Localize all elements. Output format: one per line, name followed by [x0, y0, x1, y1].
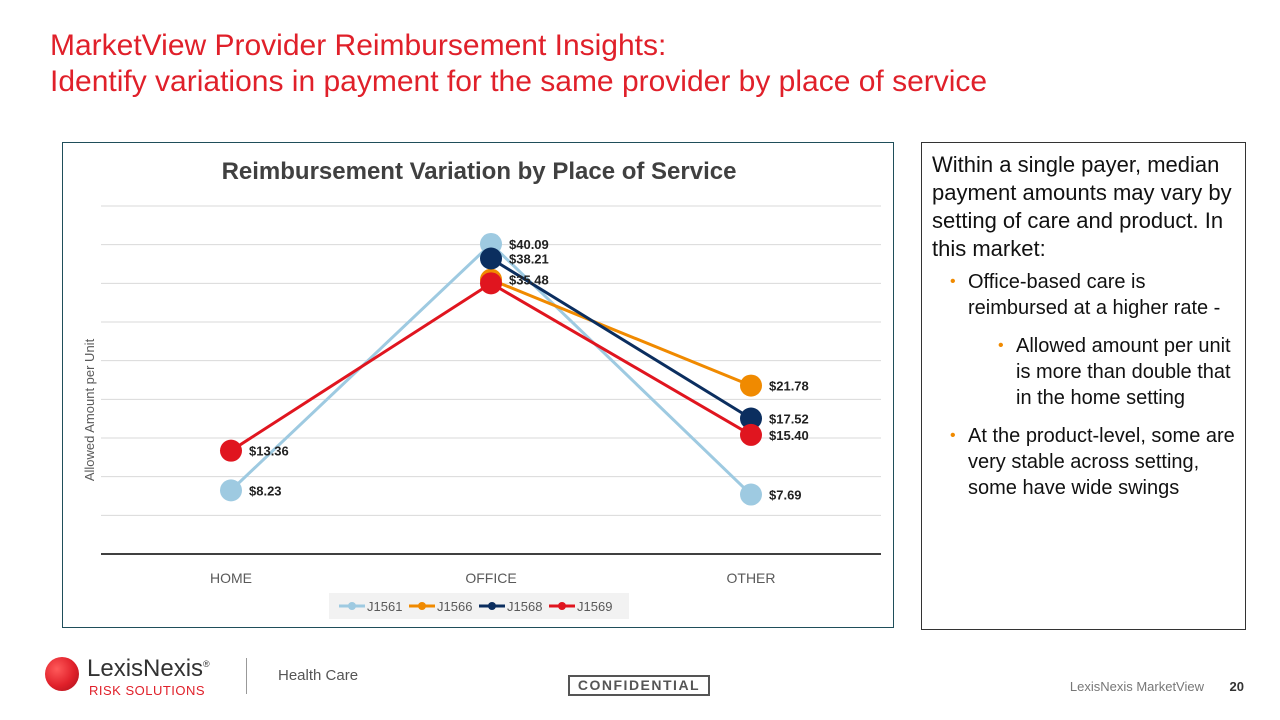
chart-panel: Reimbursement Variation by Place of Serv… [62, 142, 894, 628]
insight-subbullet-1: • Allowed amount per unit is more than d… [932, 333, 1235, 411]
data-label: $8.23 [249, 483, 282, 498]
data-label: $35.48 [509, 273, 549, 288]
data-label: $21.78 [769, 379, 809, 394]
slide-title-line-2: Identify variations in payment for the s… [50, 65, 988, 98]
data-point-j1569 [740, 423, 762, 446]
insights-intro: Within a single payer, median payment am… [932, 152, 1232, 261]
insight-text-3: At the product-level, some are very stab… [968, 425, 1235, 499]
data-point-j1568 [480, 247, 502, 270]
bullet-dot-icon: • [950, 273, 956, 290]
data-point-j1568 [740, 407, 762, 430]
data-label: $17.52 [769, 412, 809, 427]
insight-bullet-2: • At the product-level, some are very st… [932, 423, 1235, 501]
logo-wordmark: LexisNexis [87, 655, 204, 682]
insights-list: • Office-based care is reimbursed at a h… [932, 269, 1235, 501]
x-tick-label: OFFICE [465, 570, 516, 586]
logo-subtitle: RISK SOLUTIONS [89, 683, 206, 698]
x-tick-label: HOME [210, 570, 252, 586]
chart-title: Reimbursement Variation by Place of Serv… [222, 158, 737, 185]
footer-divider [246, 658, 247, 694]
bullet-dot-icon: • [950, 427, 956, 444]
legend-entry: J1568 [507, 599, 542, 614]
insight-text-2: Allowed amount per unit is more than dou… [1016, 335, 1231, 409]
legend-swatch-marker [348, 602, 356, 610]
series-line-j1566 [490, 278, 752, 387]
legend-swatch-marker [558, 602, 566, 610]
data-point-j1566 [740, 374, 762, 397]
legend-swatch-marker [488, 602, 496, 610]
insights-panel: Within a single payer, median payment am… [921, 142, 1246, 630]
line-chart: Reimbursement Variation by Place of Serv… [82, 158, 881, 619]
confidential-stamp: CONFIDENTIAL [568, 675, 710, 696]
insight-bullet-1: • Office-based care is reimbursed at a h… [932, 269, 1235, 321]
data-point-j1569 [220, 439, 242, 462]
legend-entry: J1569 [577, 599, 612, 614]
data-label: $40.09 [509, 237, 549, 252]
bullet-dot-icon: • [998, 337, 1004, 354]
footer-division: Health Care [278, 667, 359, 684]
data-point-j1569 [480, 272, 502, 295]
footer-product: LexisNexis MarketView [1069, 679, 1204, 694]
data-point-j1561 [220, 479, 242, 502]
slide-title-line-1: MarketView Provider Reimbursement Insigh… [50, 29, 667, 62]
data-label: $38.21 [509, 252, 549, 267]
page-number: 20 [1229, 679, 1244, 694]
data-label: $13.36 [249, 444, 289, 459]
registered-mark: ® [203, 659, 210, 669]
y-axis-label: Allowed Amount per Unit [82, 338, 97, 481]
insight-text-1: Office-based care is reimbursed at a hig… [968, 271, 1221, 319]
x-tick-label: OTHER [727, 570, 776, 586]
data-label: $15.40 [769, 428, 809, 443]
lexisnexis-logo: LexisNexis® RISK SOLUTIONS [45, 655, 225, 701]
legend-swatch-marker [418, 602, 426, 610]
series-line-j1568 [490, 257, 752, 420]
legend-entry: J1566 [437, 599, 472, 614]
legend-entry: J1561 [367, 599, 402, 614]
slide-title: MarketView Provider Reimbursement Insigh… [50, 28, 1230, 100]
data-label: $7.69 [769, 488, 802, 503]
data-point-j1561 [740, 483, 762, 506]
series-line-j1569 [230, 281, 752, 452]
lexisnexis-globe-icon [45, 657, 79, 691]
